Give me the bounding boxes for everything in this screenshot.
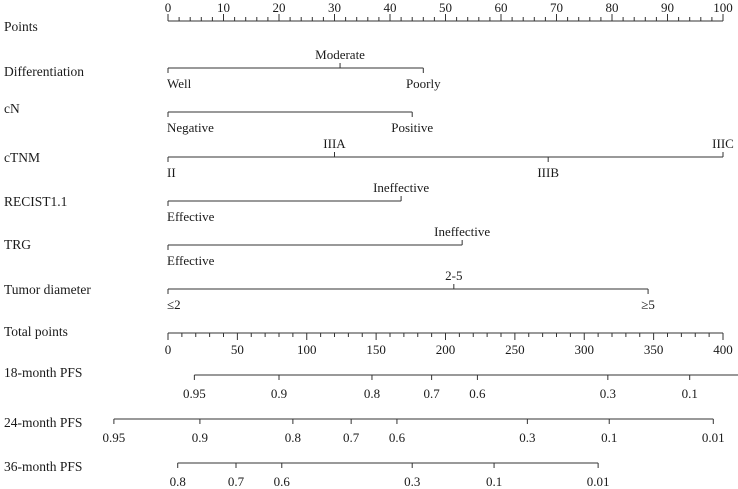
differentiation-level-label: Poorly	[406, 76, 441, 91]
pfs24-tick-label: 0.7	[343, 430, 360, 445]
total_points-tick-label: 150	[366, 342, 386, 357]
pfs18-label: 18-month PFS	[4, 365, 82, 380]
tumor_diameter-label: Tumor diameter	[4, 282, 91, 297]
pfs18-tick-label: 0.3	[600, 386, 616, 401]
points-tick-label: 0	[165, 0, 172, 15]
pfs36-tick-label: 0.01	[587, 474, 610, 489]
total_points-row: Total points 0 50 100 150 200 250 300 350 400	[4, 324, 733, 357]
differentiation-level-label: Well	[167, 76, 192, 91]
cn-label: cN	[4, 101, 20, 116]
ctnm-level-label: II	[167, 165, 176, 180]
pfs24-label: 24-month PFS	[4, 415, 82, 430]
pfs18-tick-label: 0.95	[183, 386, 206, 401]
points-tick-label: 100	[713, 0, 733, 15]
pfs24-tick-label: 0.9	[192, 430, 208, 445]
points-tick-label: 60	[495, 0, 508, 15]
pfs36-tick-label: 0.7	[228, 474, 245, 489]
points-row: Points 0 10 20 30 40 50 60 70 80 90 100	[4, 0, 733, 34]
tumor_diameter-level-label: ≤2	[167, 297, 181, 312]
total_points-tick-label: 0	[165, 342, 172, 357]
recist-row: RECIST1.1 Effective Ineffective	[4, 180, 429, 224]
total_points-tick-label: 200	[436, 342, 456, 357]
pfs36-tick-label: 0.3	[404, 474, 420, 489]
pfs24-tick-label: 0.1	[601, 430, 617, 445]
cn-level-label: Negative	[167, 120, 214, 135]
total_points-tick-label: 350	[644, 342, 664, 357]
nomogram-rows: Points 0 10 20 30 40 50 60 70 80 90 100 Differentiat…	[4, 0, 738, 489]
tumor_diameter-row: Tumor diameter ≤2 2-5 ≥5	[4, 268, 655, 312]
cn-row: cN Negative Positive	[4, 101, 433, 135]
points-tick-label: 10	[217, 0, 230, 15]
pfs24-tick-label: 0.3	[519, 430, 535, 445]
pfs24-row: 24-month PFS 0.95 0.9 0.8 0.7 0.6 0.3 0.1 0.01	[4, 415, 725, 445]
differentiation-row: Differentiation Well Moderate Poorly	[4, 47, 441, 91]
total_points-tick-label: 50	[231, 342, 244, 357]
trg-level-label: Effective	[167, 253, 215, 268]
points-tick-label: 40	[384, 0, 397, 15]
trg-row: TRG Effective Ineffective	[4, 224, 490, 268]
tumor_diameter-level-label: 2-5	[445, 268, 462, 283]
recist-label: RECIST1.1	[4, 194, 67, 209]
points-tick-label: 80	[606, 0, 619, 15]
total_points-label: Total points	[4, 324, 68, 339]
pfs36-tick-label: 0.6	[274, 474, 291, 489]
pfs36-row: 36-month PFS 0.8 0.7 0.6 0.3 0.1 0.01	[4, 459, 610, 489]
pfs36-tick-label: 0.8	[170, 474, 186, 489]
total_points-tick-label: 400	[713, 342, 733, 357]
trg-label: TRG	[4, 237, 31, 252]
total_points-tick-label: 300	[575, 342, 595, 357]
tumor_diameter-level-label: ≥5	[641, 297, 655, 312]
pfs24-tick-label: 0.8	[285, 430, 301, 445]
points-tick-label: 20	[273, 0, 286, 15]
points-tick-label: 50	[439, 0, 452, 15]
cn-level-label: Positive	[391, 120, 433, 135]
ctnm-level-label: IIIA	[323, 136, 346, 151]
pfs24-tick-label: 0.95	[103, 430, 126, 445]
points-tick-label: 70	[550, 0, 563, 15]
recist-level-label: Effective	[167, 209, 215, 224]
differentiation-label: Differentiation	[4, 64, 84, 79]
pfs18-tick-label: 0.7	[424, 386, 441, 401]
ctnm-label: cTNM	[4, 150, 40, 165]
differentiation-level-label: Moderate	[315, 47, 365, 62]
trg-level-label: Ineffective	[434, 224, 490, 239]
pfs18-tick-label: 0.9	[271, 386, 287, 401]
points-tick-label: 90	[661, 0, 674, 15]
pfs36-tick-label: 0.1	[486, 474, 502, 489]
pfs18-tick-label: 0.1	[682, 386, 698, 401]
points-tick-label: 30	[328, 0, 341, 15]
recist-level-label: Ineffective	[373, 180, 429, 195]
total_points-tick-label: 250	[505, 342, 525, 357]
pfs18-tick-label: 0.6	[469, 386, 486, 401]
ctnm-level-label: IIIC	[712, 136, 734, 151]
ctnm-row: cTNM II IIIA IIIB IIIC	[4, 136, 734, 180]
pfs36-label: 36-month PFS	[4, 459, 82, 474]
pfs18-tick-label: 0.8	[364, 386, 380, 401]
total_points-tick-label: 100	[297, 342, 317, 357]
pfs24-tick-label: 0.6	[389, 430, 406, 445]
pfs24-tick-label: 0.01	[702, 430, 725, 445]
ctnm-level-label: IIIB	[537, 165, 559, 180]
points-label: Points	[4, 19, 38, 34]
